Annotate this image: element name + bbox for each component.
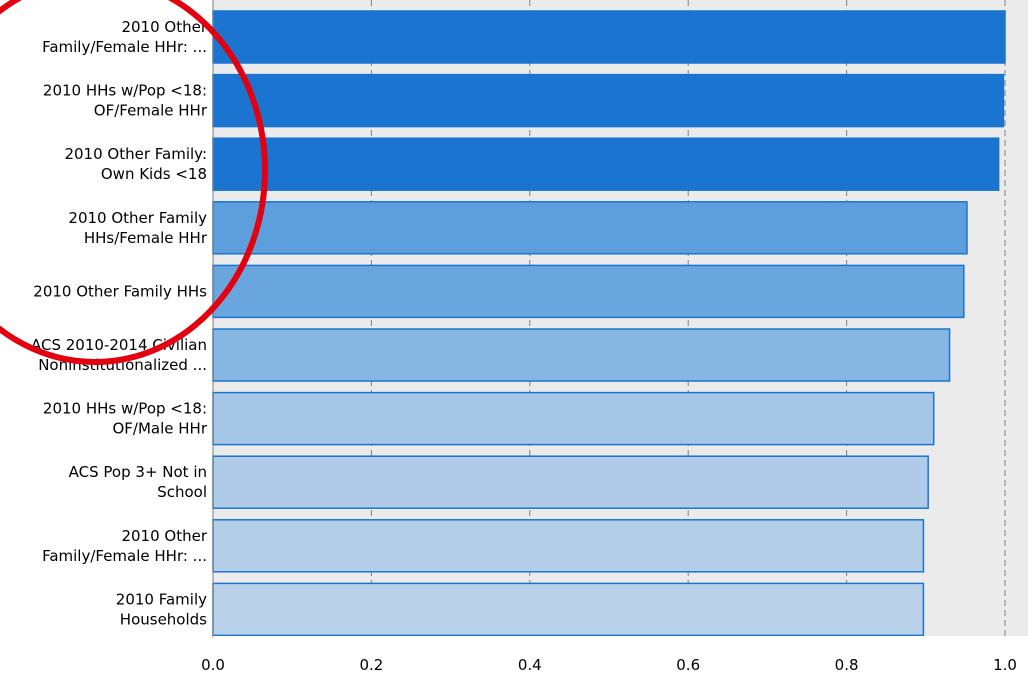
x-tick-labels: 0.0 0.2 0.4 0.6 0.8 1.0 [201,656,1017,674]
category-label: OF/Female HHr [94,102,208,120]
category-label: 2010 Other Family [68,209,207,227]
x-tick-label: 1.0 [993,656,1017,674]
category-label: 2010 Other [121,527,207,545]
category-label: Own Kids <18 [101,165,207,183]
bar [212,455,929,509]
bar [212,201,968,255]
category-label: Households [120,610,207,628]
bar [212,264,965,319]
highlight-circle [0,0,268,365]
category-label: 2010 Family [116,590,207,608]
bar [212,10,1006,64]
bar [212,73,1005,128]
category-label: ACS Pop 3+ Not in [69,463,207,481]
category-label: 2010 Other [121,18,207,36]
bars [212,10,1006,637]
bar [212,519,925,573]
category-label: ACS 2010-2014 Civilian [31,336,207,354]
category-label: 2010 HHs w/Pop <18: [43,400,207,418]
x-tick-label: 0.2 [359,656,383,674]
bar [212,137,1000,191]
x-tick-label: 0.6 [676,656,700,674]
x-tick-label: 0.8 [835,656,859,674]
category-label: OF/Male HHr [112,420,207,438]
bar [212,328,951,382]
category-label: School [157,483,207,501]
x-tick-label: 0.4 [518,656,542,674]
bar [212,391,935,446]
category-label: Family/Female HHr: ... [42,547,207,565]
category-labels: 2010 Other Family/Female HHr: ... 2010 HHs… [31,18,208,628]
category-label: 2010 Other Family HHs [33,282,207,300]
category-label: 2010 Other Family: [64,145,207,163]
category-label: HHs/Female HHr [84,229,208,247]
bar [212,582,925,637]
category-label: 2010 HHs w/Pop <18: [43,82,207,100]
x-tick-label: 0.0 [201,656,225,674]
category-label: Family/Female HHr: ... [42,38,207,56]
